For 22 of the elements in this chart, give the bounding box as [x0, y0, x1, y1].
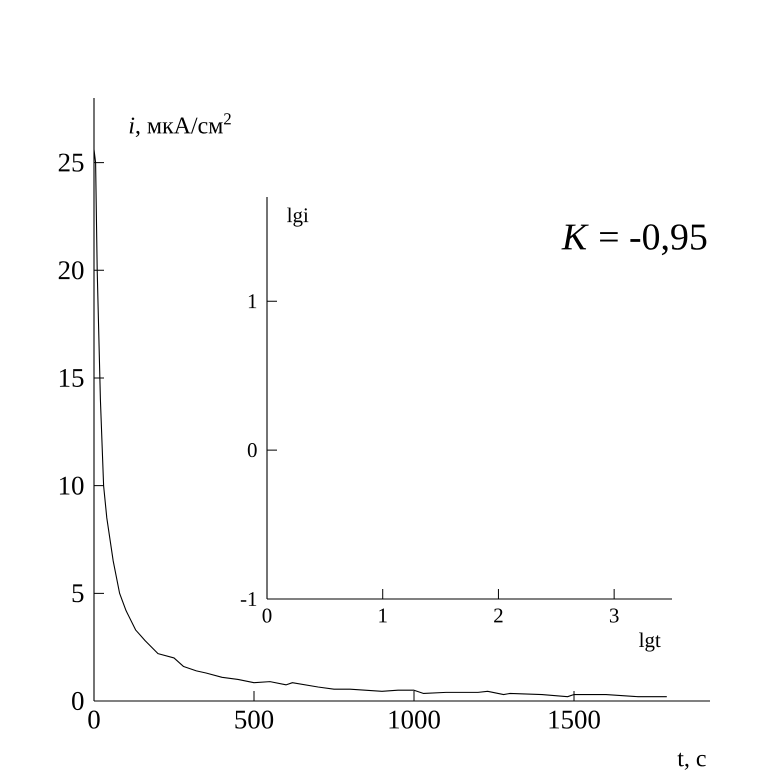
x-tick-label: 1500 [549, 710, 600, 729]
x-tick-label: 2 [494, 608, 503, 622]
x-tick-label: 500 [235, 710, 274, 729]
x-axis-title: lgt [639, 632, 661, 652]
x-tick-label: 0 [262, 608, 272, 623]
y-tick-label: 25 [58, 154, 84, 172]
y-axis-title: lgi [287, 208, 308, 227]
y-tick-label: -1 [240, 592, 256, 606]
x-tick-label: 1 [379, 608, 387, 622]
y-tick-label: 0 [72, 692, 84, 710]
y-axis-title: i, мкА/см$^{2}$ [130, 113, 231, 137]
x-tick-label: 0 [88, 710, 100, 729]
y-tick-label: 1 [248, 294, 256, 308]
annotation: K = -0,95 [561, 224, 706, 256]
y-tick-label: 5 [72, 584, 84, 602]
x-tick-label: 1000 [389, 710, 440, 729]
x-axis-title: t, с [678, 752, 706, 770]
y-tick-label: 0 [248, 443, 257, 458]
y-tick-label: 10 [60, 476, 84, 495]
y-tick-label: 15 [60, 368, 84, 387]
y-tick-label: 20 [58, 261, 84, 280]
x-tick-label: 3 [610, 608, 619, 623]
